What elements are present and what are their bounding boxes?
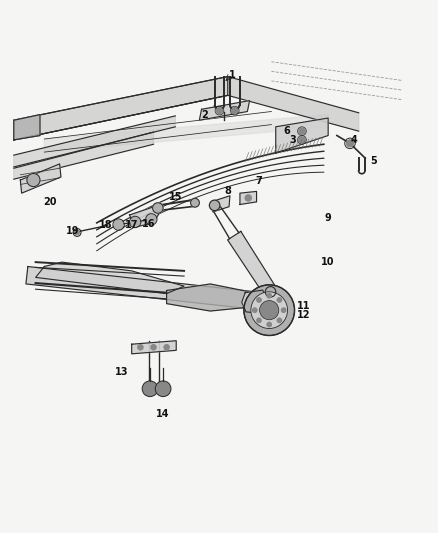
Polygon shape (44, 115, 328, 152)
Circle shape (232, 108, 238, 114)
Text: 9: 9 (325, 213, 332, 223)
Text: 6: 6 (283, 126, 290, 136)
Circle shape (260, 301, 279, 320)
Polygon shape (276, 118, 328, 153)
Circle shape (155, 381, 171, 397)
Circle shape (265, 287, 276, 297)
Polygon shape (199, 101, 250, 120)
Circle shape (277, 318, 282, 322)
Polygon shape (240, 191, 257, 205)
Circle shape (244, 285, 294, 335)
Text: 2: 2 (201, 110, 208, 119)
Text: 15: 15 (169, 192, 182, 201)
Polygon shape (14, 115, 40, 140)
Polygon shape (132, 341, 176, 354)
Text: 11: 11 (297, 301, 311, 311)
Polygon shape (228, 77, 359, 131)
Circle shape (114, 220, 123, 229)
Polygon shape (242, 290, 268, 313)
Circle shape (152, 203, 163, 213)
Polygon shape (35, 262, 184, 294)
Text: 7: 7 (255, 176, 261, 187)
Circle shape (299, 128, 305, 134)
Circle shape (245, 195, 251, 201)
Circle shape (138, 345, 143, 350)
Polygon shape (26, 266, 264, 310)
Circle shape (253, 308, 257, 312)
Circle shape (147, 215, 155, 224)
Circle shape (131, 217, 140, 227)
Circle shape (191, 198, 199, 207)
Circle shape (277, 298, 282, 302)
Polygon shape (14, 77, 228, 140)
Text: 18: 18 (99, 220, 112, 230)
Circle shape (27, 174, 40, 187)
Circle shape (209, 200, 220, 211)
Circle shape (267, 322, 272, 327)
Text: 19: 19 (66, 225, 79, 236)
Text: 16: 16 (141, 219, 155, 229)
Text: 13: 13 (115, 367, 129, 377)
Polygon shape (14, 116, 175, 167)
Text: 12: 12 (297, 310, 311, 319)
Text: 14: 14 (155, 409, 169, 419)
Polygon shape (166, 284, 254, 311)
Text: 20: 20 (43, 197, 57, 207)
Text: 1: 1 (229, 70, 236, 80)
Circle shape (151, 345, 156, 350)
Circle shape (142, 381, 158, 397)
Polygon shape (20, 164, 61, 193)
Circle shape (257, 318, 261, 322)
Circle shape (251, 292, 288, 328)
Circle shape (282, 308, 286, 312)
Text: 3: 3 (290, 135, 297, 145)
Polygon shape (14, 132, 153, 179)
Circle shape (257, 298, 261, 302)
Circle shape (164, 345, 169, 350)
Polygon shape (228, 231, 276, 296)
Circle shape (346, 140, 353, 147)
Circle shape (75, 230, 79, 235)
Circle shape (299, 137, 305, 143)
Text: 10: 10 (321, 257, 334, 267)
Polygon shape (130, 205, 159, 227)
Circle shape (267, 294, 272, 298)
Circle shape (216, 108, 223, 114)
Text: 8: 8 (224, 187, 231, 196)
Text: 17: 17 (125, 220, 138, 230)
Text: 5: 5 (371, 156, 378, 166)
Polygon shape (213, 196, 230, 212)
Text: 4: 4 (351, 135, 358, 145)
